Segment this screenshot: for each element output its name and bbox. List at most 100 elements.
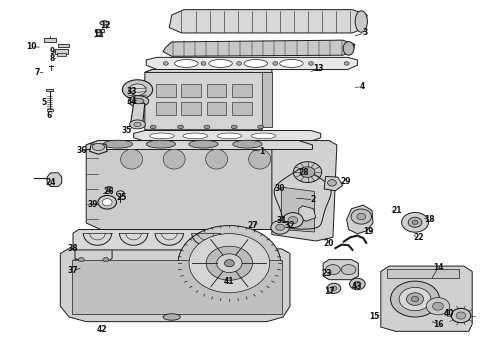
Ellipse shape xyxy=(327,283,341,293)
Ellipse shape xyxy=(183,133,207,139)
Ellipse shape xyxy=(92,143,104,150)
Polygon shape xyxy=(299,206,316,221)
Bar xyxy=(46,89,53,91)
Bar xyxy=(58,44,69,47)
Text: 25: 25 xyxy=(117,193,127,202)
Text: 9: 9 xyxy=(49,47,54,56)
Ellipse shape xyxy=(209,59,232,67)
Ellipse shape xyxy=(309,62,314,65)
Text: 26: 26 xyxy=(103,187,114,196)
Bar xyxy=(387,269,459,278)
Polygon shape xyxy=(145,69,272,130)
Text: 27: 27 xyxy=(247,221,258,230)
Ellipse shape xyxy=(280,59,303,67)
Bar xyxy=(57,53,66,56)
Ellipse shape xyxy=(147,140,175,148)
Bar xyxy=(232,102,252,115)
Bar xyxy=(207,84,226,97)
Text: 20: 20 xyxy=(324,239,334,248)
Ellipse shape xyxy=(294,162,322,183)
Ellipse shape xyxy=(189,234,270,293)
Text: 15: 15 xyxy=(369,312,380,321)
Ellipse shape xyxy=(354,281,361,287)
Polygon shape xyxy=(47,173,62,186)
Ellipse shape xyxy=(288,217,298,224)
Ellipse shape xyxy=(177,125,183,129)
Ellipse shape xyxy=(150,125,156,129)
Text: 34: 34 xyxy=(126,97,137,106)
Polygon shape xyxy=(90,144,107,154)
Polygon shape xyxy=(169,10,367,33)
Polygon shape xyxy=(323,260,358,280)
Bar xyxy=(47,109,53,111)
Ellipse shape xyxy=(133,98,144,104)
Polygon shape xyxy=(73,229,250,250)
Text: 42: 42 xyxy=(97,325,108,334)
Ellipse shape xyxy=(326,265,340,275)
Bar xyxy=(156,84,175,97)
Ellipse shape xyxy=(134,122,141,127)
Ellipse shape xyxy=(283,213,303,228)
Text: 19: 19 xyxy=(363,228,373,237)
Ellipse shape xyxy=(206,246,252,280)
Ellipse shape xyxy=(391,281,440,317)
Text: 7: 7 xyxy=(35,68,40,77)
Ellipse shape xyxy=(271,221,290,234)
Text: 36: 36 xyxy=(76,146,87,155)
Text: 32: 32 xyxy=(285,221,295,230)
Ellipse shape xyxy=(102,199,112,206)
Text: 6: 6 xyxy=(47,111,52,120)
Polygon shape xyxy=(134,131,321,141)
Bar xyxy=(232,84,252,97)
Ellipse shape xyxy=(341,265,356,275)
Polygon shape xyxy=(86,140,313,149)
Text: 23: 23 xyxy=(322,269,332,278)
Text: 24: 24 xyxy=(45,178,56,187)
Text: 17: 17 xyxy=(324,287,334,296)
Polygon shape xyxy=(324,176,343,191)
Ellipse shape xyxy=(233,140,262,148)
Text: 5: 5 xyxy=(41,98,46,107)
Bar xyxy=(44,39,56,42)
Ellipse shape xyxy=(456,312,466,319)
Ellipse shape xyxy=(163,62,168,65)
Text: 35: 35 xyxy=(122,126,132,135)
Text: 30: 30 xyxy=(275,184,286,193)
Polygon shape xyxy=(147,57,357,69)
Text: 3: 3 xyxy=(362,28,368,37)
Bar xyxy=(181,84,201,97)
Ellipse shape xyxy=(224,260,234,267)
Ellipse shape xyxy=(98,195,117,209)
Ellipse shape xyxy=(349,278,365,290)
Bar xyxy=(262,72,272,127)
Ellipse shape xyxy=(217,254,242,273)
Text: 41: 41 xyxy=(224,276,235,285)
Ellipse shape xyxy=(273,62,278,65)
Text: 33: 33 xyxy=(126,86,137,95)
Ellipse shape xyxy=(106,186,113,192)
Text: 37: 37 xyxy=(68,266,78,275)
Text: 28: 28 xyxy=(298,168,309,177)
Polygon shape xyxy=(272,140,337,241)
Polygon shape xyxy=(145,69,272,72)
Text: 14: 14 xyxy=(433,264,443,273)
Ellipse shape xyxy=(355,11,368,32)
Text: 2: 2 xyxy=(311,195,316,204)
Bar xyxy=(55,49,68,54)
Ellipse shape xyxy=(121,149,143,169)
Ellipse shape xyxy=(351,209,371,224)
Polygon shape xyxy=(75,239,112,263)
Ellipse shape xyxy=(344,62,349,65)
Polygon shape xyxy=(282,187,315,232)
Bar xyxy=(207,102,226,115)
Polygon shape xyxy=(163,40,355,56)
Ellipse shape xyxy=(100,21,109,25)
Ellipse shape xyxy=(204,125,210,129)
Ellipse shape xyxy=(328,180,336,186)
Text: 1: 1 xyxy=(260,147,265,156)
Ellipse shape xyxy=(189,140,218,148)
Text: 13: 13 xyxy=(313,64,323,73)
Ellipse shape xyxy=(117,191,124,197)
Polygon shape xyxy=(86,140,313,229)
Bar xyxy=(95,29,104,32)
